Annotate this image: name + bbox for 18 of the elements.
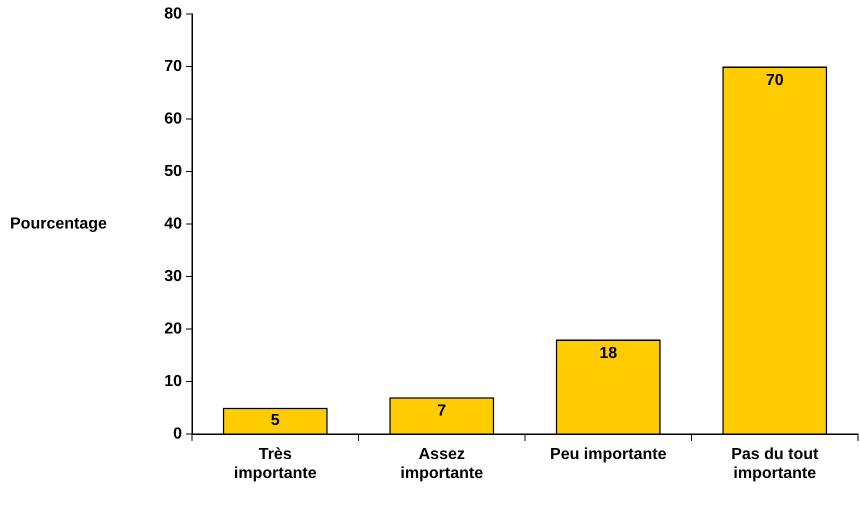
y-tick-label: 50 [164, 162, 182, 180]
y-tick-label: 70 [164, 58, 182, 75]
x-tick-label: Peu importante [550, 446, 667, 464]
data-label: 5 [270, 412, 280, 430]
y-tick-label: 60 [164, 110, 182, 128]
x-tick-label: Très importante [234, 446, 317, 482]
y-tick-label: 80 [164, 5, 182, 22]
y-axis-title: Pourcentage [10, 215, 108, 232]
y-tick-label: 40 [164, 215, 182, 232]
x-tick-label: Pas du tout importante [731, 446, 819, 482]
data-label: 18 [599, 344, 618, 362]
y-tick-label: 10 [164, 372, 182, 390]
y-tick-label: 30 [164, 268, 182, 285]
data-label: 7 [437, 402, 446, 420]
x-tick-label: Assez importante [400, 446, 484, 482]
data-label: 70 [766, 72, 784, 89]
y-tick-label: 20 [164, 320, 182, 338]
y-tick-label: 0 [173, 425, 182, 442]
